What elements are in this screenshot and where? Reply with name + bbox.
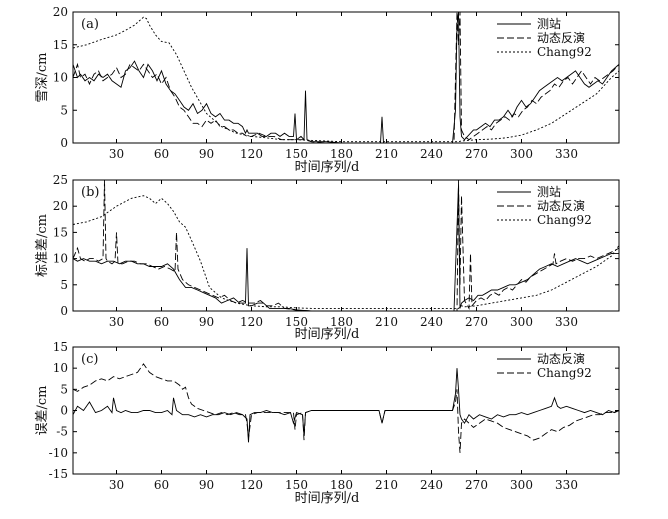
x-tick-label: 180	[330, 478, 353, 492]
y-tick-label: 0	[60, 136, 68, 150]
x-tick-label: 210	[375, 147, 398, 161]
panel-label: (b)	[81, 185, 99, 200]
x-tick-label: 210	[375, 315, 398, 329]
x-tick-label: 270	[465, 478, 488, 492]
legend-entry: 动态反演	[537, 351, 585, 366]
x-tick-label: 270	[465, 315, 488, 329]
legend-entry: 动态反演	[537, 198, 585, 213]
x-tick-label: 120	[240, 478, 263, 492]
x-tick-label: 270	[465, 147, 488, 161]
plot-frame	[72, 179, 620, 312]
x-tick-label: 180	[330, 147, 353, 161]
legend-entry: 测站	[537, 185, 561, 199]
x-tick-label: 30	[109, 147, 124, 161]
legend-entry: Chang92	[537, 366, 592, 380]
y-tick-label: 15	[53, 225, 68, 239]
x-tick-label: 150	[285, 147, 308, 161]
x-tick-label: 30	[109, 315, 124, 329]
y-tick-label: 10	[53, 361, 68, 375]
x-tick-label: 240	[420, 478, 443, 492]
y-tick-label: 0	[60, 304, 68, 318]
x-tick-label: 120	[240, 147, 263, 161]
y-tick-label: 5	[60, 103, 68, 117]
chart-panel-3: 30 60 90 120 150 180 210 240 270 300 330 -15 -10 -5 0 5…	[35, 340, 620, 506]
x-tick-label: 60	[154, 315, 169, 329]
y-axis-label: 雪深/cm	[35, 53, 50, 103]
x-axis-label: 时间序列/d	[295, 491, 360, 506]
x-tick-label: 300	[510, 478, 533, 492]
x-tick-label: 150	[285, 478, 308, 492]
series-line-1	[73, 185, 619, 311]
y-tick-label: 20	[53, 199, 68, 213]
x-tick-label: 330	[555, 478, 578, 492]
y-tick-label: 10	[53, 71, 68, 85]
x-tick-label: 240	[420, 147, 443, 161]
y-tick-label: 15	[53, 38, 68, 52]
y-tick-label: 20	[53, 5, 68, 19]
y-axis-label: 标准差/cm	[35, 214, 50, 277]
series-line-3	[73, 195, 619, 309]
y-tick-label: 25	[53, 173, 68, 187]
x-tick-label: 300	[510, 147, 533, 161]
y-axis-label: 误差/cm	[35, 386, 50, 436]
y-tick-label: 10	[53, 252, 68, 266]
x-tick-label: 150	[285, 315, 308, 329]
legend-entry: 测站	[537, 17, 561, 31]
y-tick-label: 5	[60, 278, 68, 292]
y-tick-label: 0	[60, 404, 68, 418]
legend-entry: 动态反演	[537, 30, 585, 45]
x-tick-label: 330	[555, 315, 578, 329]
x-tick-label: 300	[510, 315, 533, 329]
x-tick-label: 30	[109, 478, 124, 492]
chart-panel-1: 30 60 90 120 150 180 210 240 270 300 330 0 5 10 15 20 (a…	[35, 5, 620, 175]
x-tick-label: 60	[154, 478, 169, 492]
y-tick-label: -5	[56, 425, 68, 439]
legend-entry: Chang92	[537, 45, 592, 59]
series-line-3	[73, 16, 619, 143]
x-tick-label: 120	[240, 315, 263, 329]
x-axis-label: 时间序列/d	[295, 327, 360, 342]
x-tick-label: 180	[330, 315, 353, 329]
x-axis-label: 时间序列/d	[295, 160, 360, 175]
x-tick-label: 90	[199, 315, 214, 329]
chart-panel-2: 30 60 90 120 150 180 210 240 270 300 330 0 5 10 15 20 25…	[35, 173, 620, 342]
x-tick-label: 90	[199, 478, 214, 492]
series-line-2	[73, 363, 619, 453]
panel-label: (c)	[81, 352, 98, 367]
y-tick-label: -10	[49, 446, 68, 460]
legend-entry: Chang92	[537, 213, 592, 227]
y-tick-label: 5	[60, 382, 68, 396]
x-tick-label: 240	[420, 315, 443, 329]
x-tick-label: 330	[555, 147, 578, 161]
series-line-1	[73, 12, 619, 143]
x-tick-label: 90	[199, 147, 214, 161]
x-tick-label: 60	[154, 147, 169, 161]
y-tick-label: 15	[53, 340, 68, 354]
panel-label: (a)	[81, 17, 99, 32]
y-tick-label: -15	[49, 467, 68, 481]
x-tick-label: 210	[375, 478, 398, 492]
